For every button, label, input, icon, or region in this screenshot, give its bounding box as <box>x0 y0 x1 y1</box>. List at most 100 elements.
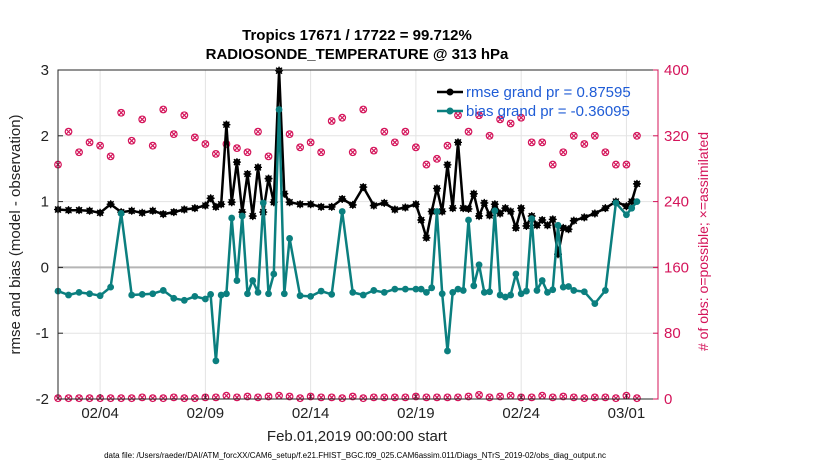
bias-point <box>207 290 215 298</box>
obs-assimilated-marker <box>317 149 325 156</box>
obs-possible-marker <box>348 148 357 157</box>
obs-possible-marker <box>127 394 136 403</box>
bias-point <box>307 292 315 300</box>
obs-count-point <box>411 143 420 152</box>
obs-assimilated-marker <box>612 394 620 402</box>
rmse-point <box>411 200 420 209</box>
obs-count-point <box>390 138 399 147</box>
obs-count-point <box>296 143 305 152</box>
obs-possible-marker <box>559 392 568 401</box>
rmse-point <box>285 198 294 207</box>
obs-count-point <box>233 144 241 153</box>
obs-possible-marker <box>580 140 589 148</box>
obs-possible-marker <box>422 160 431 169</box>
chart-subtitle: RADIOSONDE_TEMPERATURE @ 313 hPa <box>206 46 509 63</box>
rmse-point <box>543 221 552 230</box>
obs-possible-marker <box>454 393 462 402</box>
obs-possible-marker <box>569 131 578 140</box>
obs-count-point <box>359 105 368 114</box>
obs-assimilated-marker <box>117 394 125 402</box>
rmse-point <box>622 202 631 211</box>
rmse-point-star <box>169 208 178 217</box>
bias-point <box>501 293 509 301</box>
bias-line <box>57 108 638 363</box>
rmse-point <box>417 216 426 225</box>
obs-assimilated-marker <box>349 149 356 156</box>
obs-assimilated-marker <box>65 128 72 135</box>
bias-point <box>380 289 388 296</box>
obs-possible-marker <box>190 133 199 142</box>
obs-count-point <box>106 394 115 403</box>
obs-count-point <box>464 392 473 401</box>
rmse-point-star <box>222 120 231 129</box>
obs-count-point <box>496 115 505 124</box>
bias-point <box>470 282 478 290</box>
obs-count-point <box>106 152 115 161</box>
obs-count-point <box>233 393 241 402</box>
obs-assimilated-marker <box>538 139 546 146</box>
obs-assimilated-marker <box>149 394 156 402</box>
obs-assimilated-marker <box>296 394 304 402</box>
obs-possible-marker <box>338 113 347 122</box>
bias-point <box>270 270 278 278</box>
obs-assimilated-marker <box>560 393 567 400</box>
obs-assimilated-marker <box>402 128 409 135</box>
obs-assimilated-marker <box>633 132 641 140</box>
bias-point <box>391 285 399 293</box>
rmse-point-star <box>327 202 336 211</box>
y-tick-label: 3 <box>41 62 49 79</box>
obs-assimilated-marker <box>328 117 335 125</box>
rmse-point-star <box>569 216 578 225</box>
obs-possible-marker <box>117 108 126 117</box>
obs-possible-marker <box>338 394 347 403</box>
obs-possible-marker <box>538 138 547 147</box>
bias-point <box>580 288 588 296</box>
rmse-point <box>438 207 447 216</box>
bias-point <box>549 286 557 294</box>
obs-count-point <box>64 127 73 136</box>
obs-assimilated-marker <box>444 142 451 149</box>
obs-assimilated-marker <box>138 116 146 123</box>
rmse-point <box>538 216 547 225</box>
rmse-point-star <box>359 183 368 192</box>
obs-assimilated-marker <box>244 149 251 156</box>
rmse-point-star <box>622 202 631 211</box>
obs-assimilated-marker <box>370 147 378 154</box>
rmse-point-star <box>564 225 573 234</box>
rmse-point-star <box>401 203 410 212</box>
obs-possible-marker <box>559 148 568 157</box>
obs-count-point <box>211 149 220 158</box>
y-right-tick-label: 160 <box>664 259 689 276</box>
obs-assimilated-marker <box>623 161 630 168</box>
obs-assimilated-marker <box>433 155 441 163</box>
obs-possible-marker <box>369 146 378 155</box>
legend-rmse-label: rmse grand pr = 0.87595 <box>466 84 631 101</box>
obs-assimilated-marker <box>496 116 504 123</box>
bias-point <box>544 289 551 296</box>
rmse-point-star <box>459 204 468 213</box>
obs-assimilated-marker <box>486 132 493 140</box>
obs-possible-marker <box>180 394 189 403</box>
obs-assimilated-marker <box>538 392 546 399</box>
rmse-point <box>427 207 436 216</box>
bias-point <box>491 207 499 215</box>
obs-possible-marker <box>633 394 641 403</box>
rmse-point <box>127 206 136 215</box>
rmse-point <box>180 205 189 214</box>
rmse-point-star <box>317 202 326 211</box>
obs-possible-marker <box>96 141 105 150</box>
obs-count-point <box>475 111 483 120</box>
rmse-point <box>564 225 573 234</box>
bias-point <box>538 277 546 284</box>
rmse-point <box>454 138 462 147</box>
obs-possible-marker <box>285 392 294 401</box>
y-tick-label: 2 <box>41 128 49 145</box>
obs-assimilated-marker <box>570 132 578 140</box>
bias-point <box>486 288 493 296</box>
obs-assimilated-marker <box>128 394 135 402</box>
rmse-point-star <box>580 213 589 222</box>
obs-count-point <box>380 127 389 136</box>
rmse-point-star <box>159 210 168 219</box>
obs-possible-marker <box>359 105 368 114</box>
obs-count-point <box>211 393 220 402</box>
